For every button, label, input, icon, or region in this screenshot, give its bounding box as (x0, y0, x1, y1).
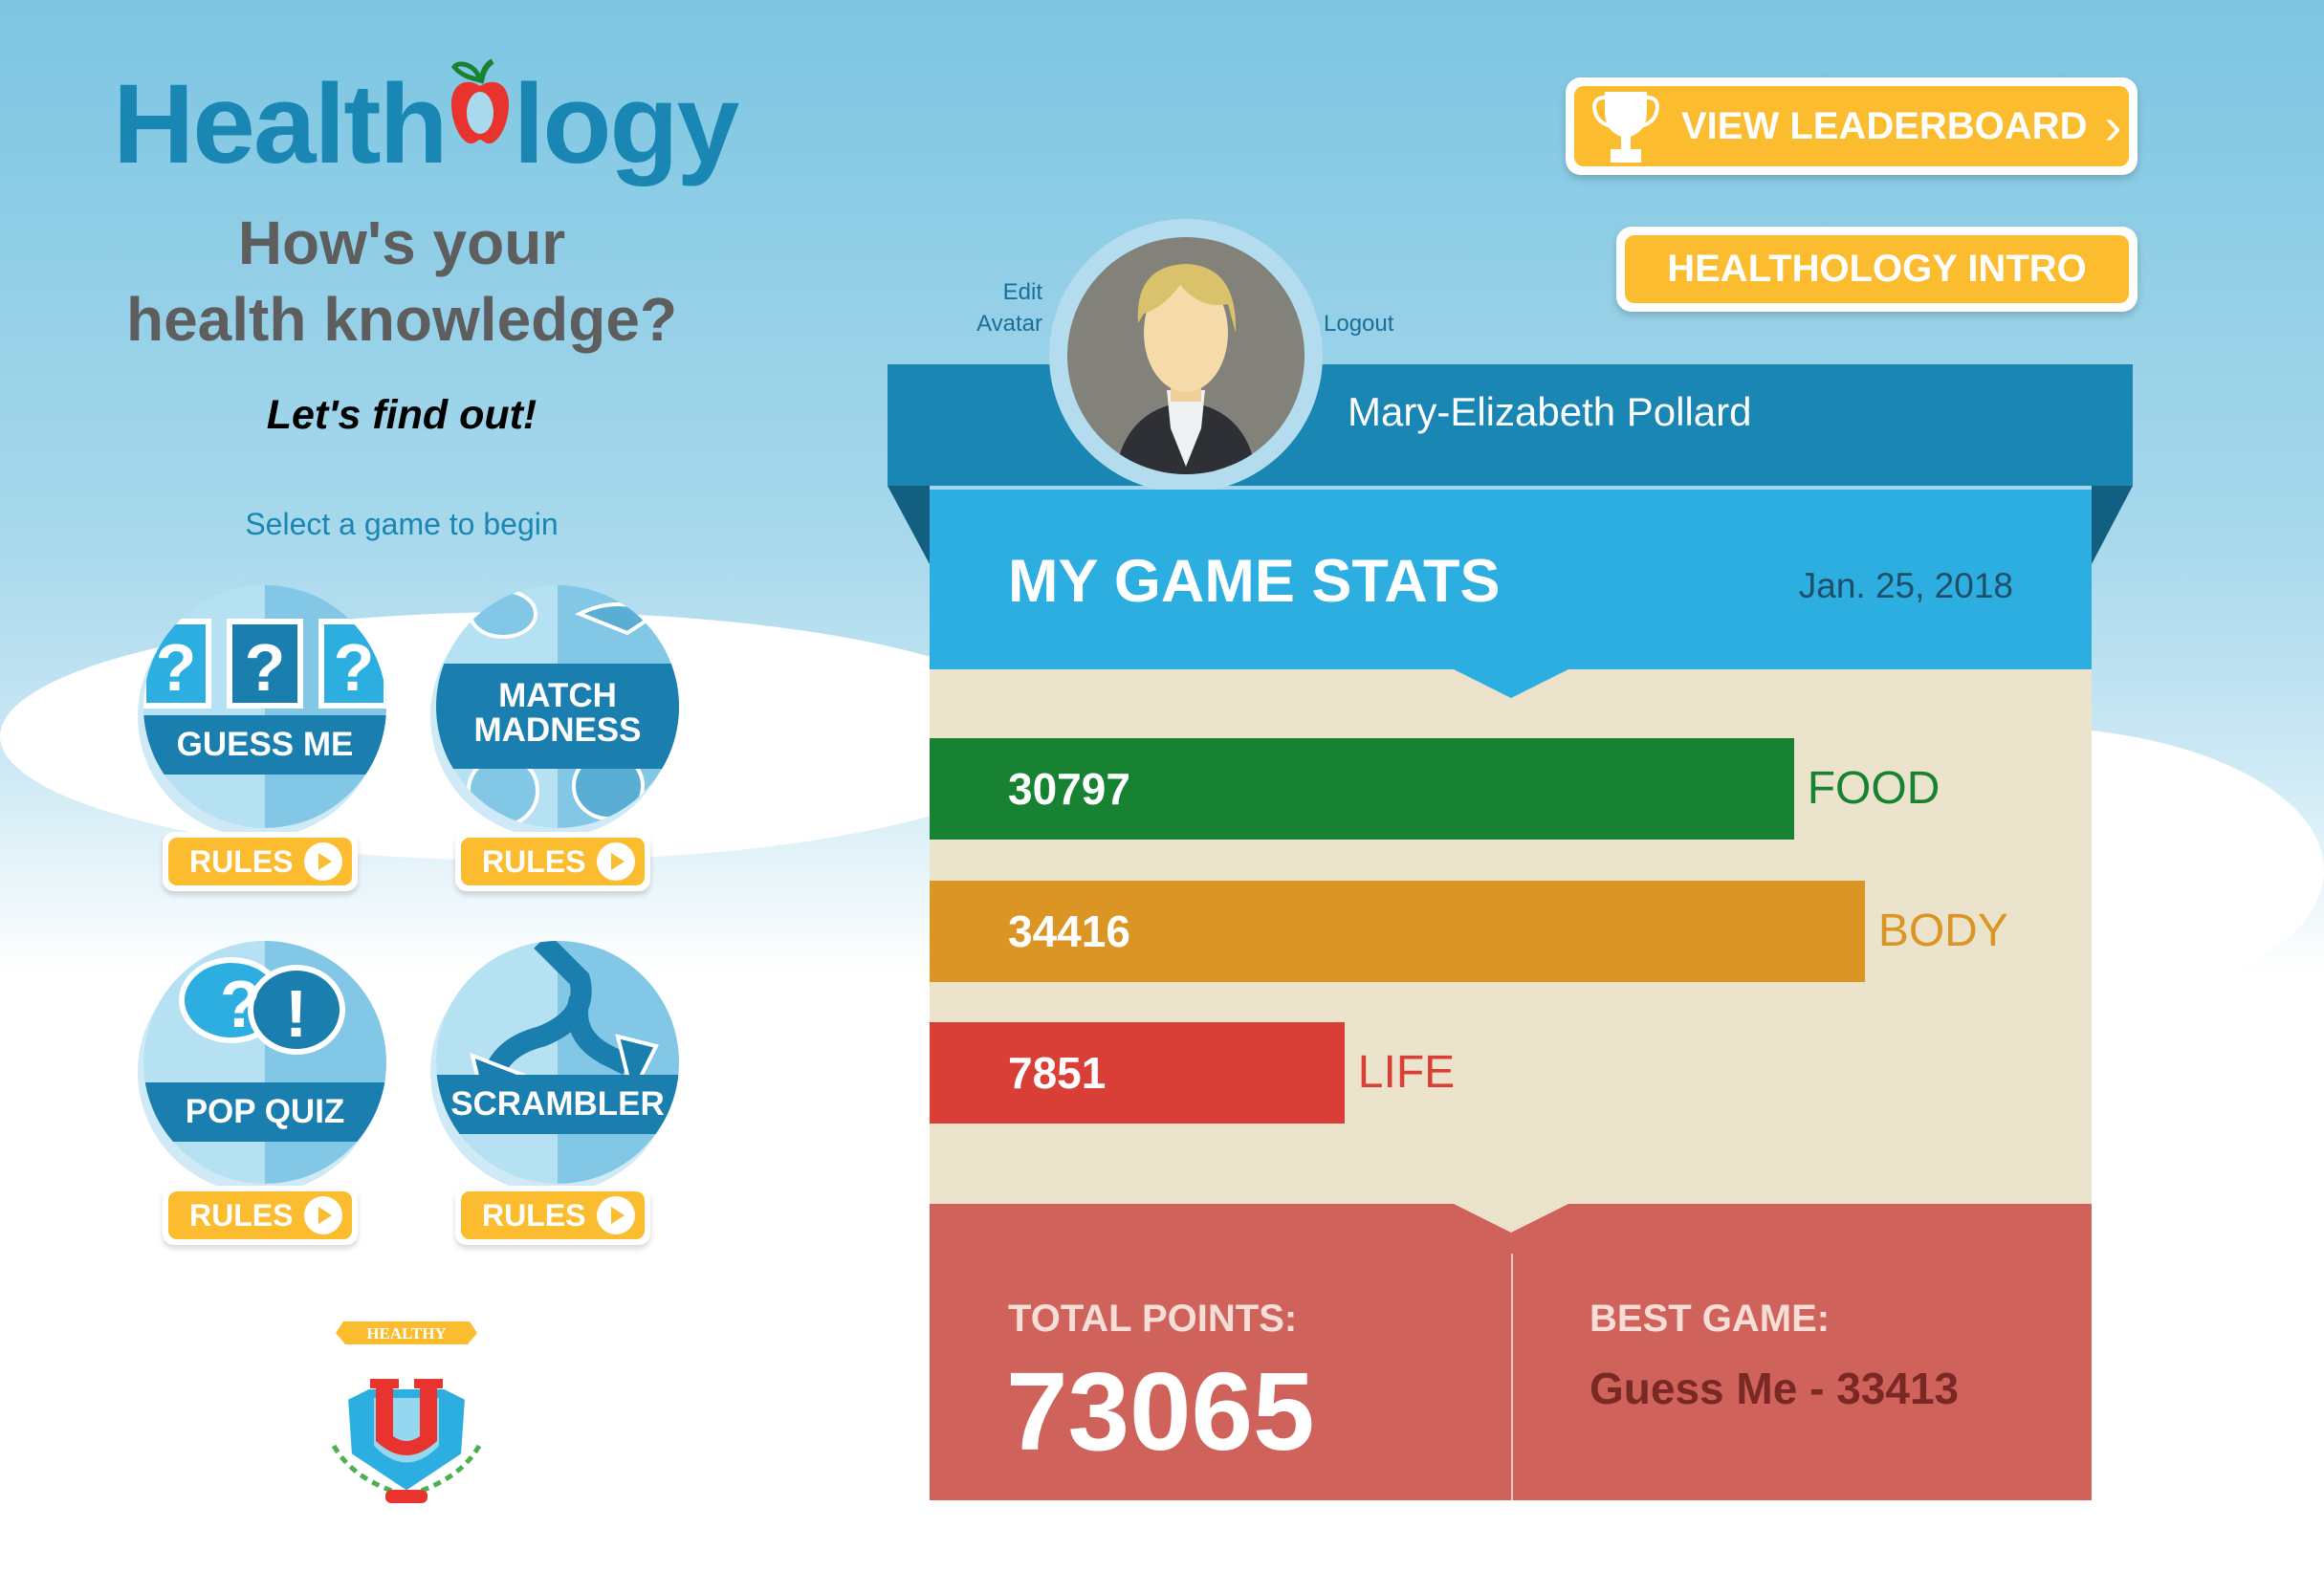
stats-header: MY GAME STATS Jan. 25, 2018 (930, 490, 2092, 669)
svg-text:?: ? (220, 967, 261, 1041)
score-bar-body: 34416 BODY (930, 881, 2008, 982)
score-value: 34416 (1008, 906, 1130, 956)
stats-title: MY GAME STATS (1008, 548, 1501, 615)
avatar[interactable] (1067, 237, 1305, 474)
pop-quiz-rules-button[interactable]: RULES (163, 1186, 358, 1245)
best-game-value: Guess Me - 33413 (1590, 1364, 1960, 1413)
match-madness-rules-button[interactable]: RULES (455, 832, 650, 891)
game-scrambler[interactable]: SCRAMBLER (436, 941, 679, 1184)
play-icon (597, 842, 635, 881)
scrambler-rules-button[interactable]: RULES (455, 1186, 650, 1245)
game-label: POP QUIZ (143, 1082, 386, 1142)
trophy-icon (1592, 92, 1659, 163)
logout-link[interactable]: Logout (1324, 311, 1394, 337)
total-points-label: TOTAL POINTS: (1008, 1298, 1298, 1340)
apple-icon (447, 58, 514, 164)
healthology-logo[interactable]: Health logy (113, 58, 739, 187)
game-pop-quiz[interactable]: ? ! POP QUIZ (143, 941, 386, 1184)
chevron-right-icon: › (2104, 98, 2122, 155)
svg-text:?: ? (156, 630, 197, 705)
play-icon (597, 1196, 635, 1234)
healthy-u-logo[interactable]: HEALTHY (315, 1312, 498, 1503)
banner-fold-left (888, 486, 930, 564)
category-label: BODY (1877, 906, 2008, 956)
summary-divider (1511, 1254, 1513, 1500)
score-value: 7851 (1008, 1048, 1107, 1098)
score-bar-life: 7851 LIFE (930, 1022, 1455, 1124)
play-icon (304, 842, 342, 881)
speech-bubbles-icon: ? ! (179, 957, 345, 1055)
game-match-madness[interactable]: MATCH MADNESS (436, 585, 679, 828)
tagline: Let's find out! (266, 392, 537, 438)
stats-date: Jan. 25, 2018 (1798, 566, 2013, 605)
select-game-prompt: Select a game to begin (245, 507, 559, 541)
svg-text:?: ? (334, 630, 375, 705)
summary-notch (1454, 1204, 1568, 1233)
summary-panel: TOTAL POINTS: 73065 BEST GAME: Guess Me … (930, 1204, 2092, 1500)
play-icon (304, 1196, 342, 1234)
edit-avatar-link[interactable]: Edit Avatar (976, 279, 1042, 337)
view-leaderboard-button[interactable]: VIEW LEADERBOARD › (1566, 77, 2138, 175)
game-guess-me[interactable]: ? ? ? GUESS ME (143, 585, 386, 828)
total-points-value: 73065 (1006, 1349, 1315, 1474)
category-label: FOOD (1807, 763, 1940, 814)
guess-me-rules-button[interactable]: RULES (163, 832, 358, 891)
question-cards-icon: ? ? ? (143, 619, 386, 709)
headline-line-2: health knowledge? (125, 285, 678, 354)
scramble-arrows-icon (470, 941, 659, 1107)
fruit-pattern-icon (467, 589, 660, 827)
game-label: SCRAMBLER (436, 1075, 679, 1134)
best-game-label: BEST GAME: (1590, 1298, 1831, 1340)
score-bar-food: 30797 FOOD (930, 738, 1940, 840)
game-label: MATCH MADNESS (436, 664, 679, 769)
svg-text:!: ! (285, 976, 307, 1051)
game-label: GUESS ME (143, 715, 386, 775)
header-notch (1454, 669, 1568, 698)
category-label: LIFE (1357, 1047, 1456, 1098)
user-name: Mary-Elizabeth Pollard (1348, 389, 1752, 434)
score-value: 30797 (1008, 764, 1130, 814)
svg-text:?: ? (245, 630, 286, 705)
headline-line-1: How's your (237, 208, 566, 277)
banner-fold-right (2092, 486, 2133, 564)
healthology-intro-button[interactable]: HEALTHOLOGY INTRO (1616, 227, 2138, 312)
